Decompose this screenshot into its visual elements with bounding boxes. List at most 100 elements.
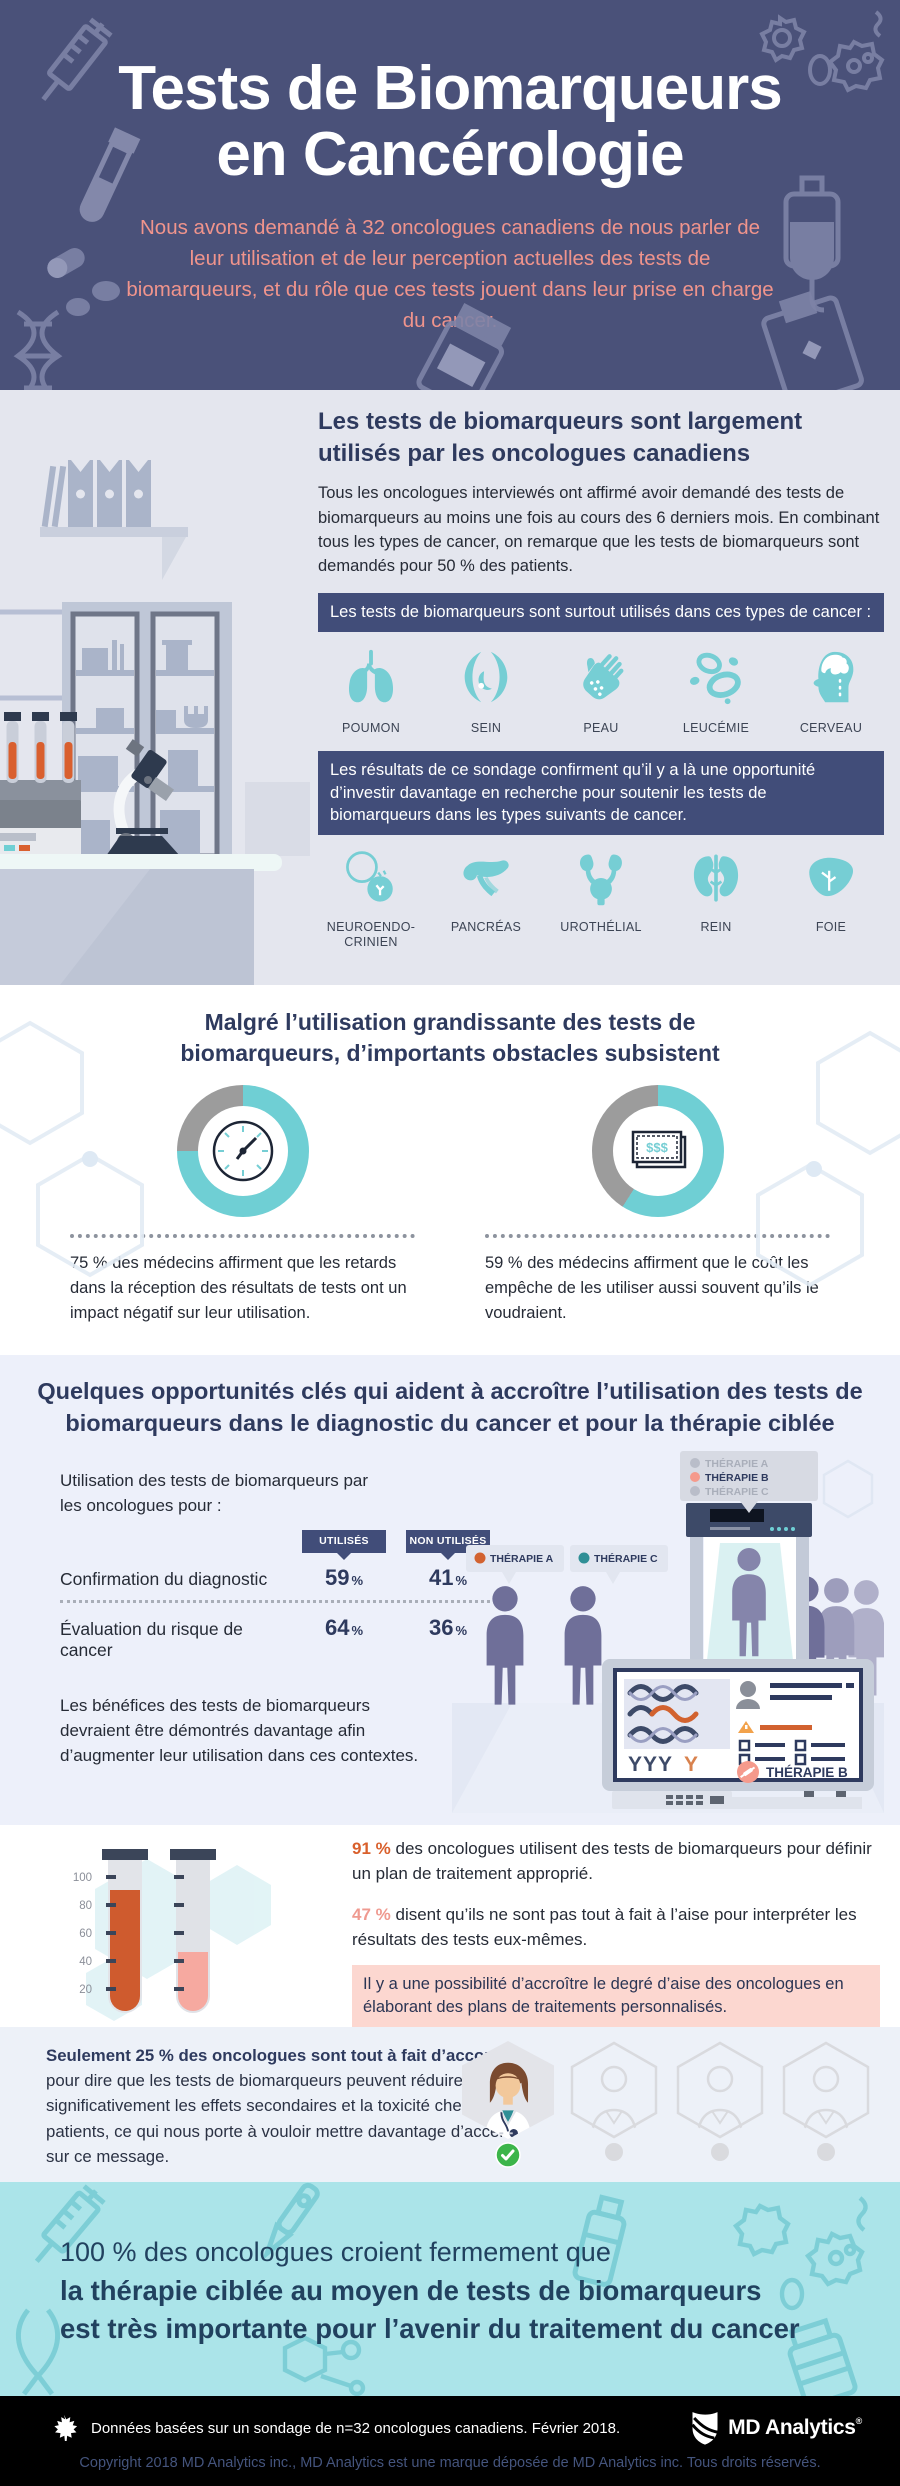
pancreas-icon (463, 860, 509, 896)
test-tube-icon (79, 127, 141, 222)
usage-body: Tous les oncologues interviewés ont affi… (318, 484, 880, 576)
doctor-outline-icon (570, 2041, 658, 2139)
hexagon-pattern-icon (756, 1030, 900, 1288)
page-subtitle: Nous avons demandé à 32 oncologues canad… (126, 216, 774, 332)
cancer-type: LEUCÉMIE (663, 646, 769, 737)
table-row: Évaluation du risque de cancer 64% 36% (60, 1615, 468, 1661)
cancer-type: UROTHÉLIAL (548, 849, 654, 951)
dotted-divider (485, 1234, 830, 1239)
cancer-type: FOIE (778, 849, 884, 951)
obstacles-heading: Malgré l’utilisation grandissante des te… (180, 1009, 720, 1067)
lab-illustration (0, 390, 310, 985)
cancer-types-main-row: POUMON SEIN PEAU LEUCÉMIE CERVEAU (318, 646, 884, 737)
cancer-type: NEUROENDO- CRINIEN (318, 849, 424, 951)
cancer-type-label: CERVEAU (799, 720, 863, 735)
ribbon-icon (15, 2308, 61, 2396)
dotted-divider (70, 1234, 415, 1239)
obstacle-cost-text: 59 % des médecins affirment que le coût … (485, 1254, 819, 1322)
donut-chart-59: $$$ (591, 1085, 724, 1218)
svg-text:60: 60 (79, 1928, 92, 1940)
obstacle-cost: $$$ 59 % des médecins affirment que le c… (485, 1085, 830, 1325)
usage-table: UTILISÉS NON UTILISÉS Confirmation du di… (60, 1530, 490, 1670)
doctor-outline-icon (676, 2041, 764, 2139)
breast-icon (464, 651, 508, 702)
skin-hand-icon (583, 653, 624, 700)
cancer-type-label: NEUROENDO- CRINIEN (326, 919, 416, 950)
svg-text:100: 100 (73, 1872, 92, 1884)
dna-icon (13, 309, 63, 390)
stat-47-value: 47 % (352, 1905, 391, 1925)
neuroendocrine-cell-icon (346, 850, 393, 902)
highlight-note: Il y a une possibilité d’accroître le de… (352, 1964, 880, 2028)
molecule-icon (282, 2335, 366, 2396)
svg-text:THÉRAPIE A: THÉRAPIE A (490, 1552, 554, 1565)
therapy-c-bubble: THÉRAPIE C (570, 1545, 668, 1584)
cancer-type-label: LEUCÉMIE (682, 720, 750, 735)
svg-text:YYY: YYY (628, 1753, 673, 1776)
doctor-neutral (778, 2041, 874, 2168)
svg-text:80: 80 (79, 1900, 92, 1912)
stat-47: 47 % disent qu’ils ne sont pas tout à fa… (352, 1905, 857, 1949)
opportunities-section: Quelques opportunités clés qui aident à … (0, 1355, 900, 1825)
page-title: Tests de Biomarqueurs en Cancérologie (0, 0, 900, 187)
scalpel-icon (261, 2182, 320, 2261)
kidney-icon (693, 854, 739, 902)
title-line1: Tests de Biomarqueurs (118, 54, 782, 123)
syringe-icon (41, 17, 113, 102)
graduated-tubes-chart: 100 80 60 40 20 (73, 1849, 271, 2021)
table-row: Confirmation du diagnostic 59% 41% (60, 1553, 490, 1604)
dot-icon (817, 2143, 835, 2161)
conclusion-line3: est très importante pour l’avenir du tra… (60, 2312, 800, 2344)
check-icon (495, 2142, 521, 2168)
microscope-icon (106, 739, 180, 856)
cancer-type: SEIN (433, 646, 539, 737)
scanner-illustration: THÉRAPIE A THÉRAPIE B THÉRAPIE C THÉRAPI… (452, 1451, 884, 1813)
therapy-panel: THÉRAPIE A THÉRAPIE B THÉRAPIE C (680, 1451, 818, 1513)
donut-chart-75 (176, 1085, 309, 1218)
cancer-type-label: PANCRÉAS (450, 919, 522, 934)
svg-text:THÉRAPIE B: THÉRAPIE B (705, 1471, 769, 1484)
conclusion-text: 100 % des oncologues croient fermement q… (60, 2234, 800, 2348)
md-analytics-shield-icon (691, 2412, 718, 2445)
obstacle-delays-text: 75 % des médecins affirment que les reta… (70, 1254, 407, 1322)
header-band: Tests de Biomarqueurs en Cancérologie Nou… (0, 0, 900, 390)
svg-text:THÉRAPIE A: THÉRAPIE A (705, 1457, 769, 1470)
doctor-ratio-graphic (460, 2041, 874, 2168)
hexagon-pattern-icon (0, 1020, 144, 1278)
agreement-text: Seulement 25 % des oncologues sont tout … (46, 2046, 514, 2166)
copyright: Copyright 2018 MD Analytics inc., MD Ana… (79, 2455, 821, 2471)
clock-gauge-icon (212, 1120, 273, 1182)
conclusion-line1: 100 % des oncologues croient fermement q… (60, 2237, 611, 2267)
cancer-type-label: UROTHÉLIAL (560, 919, 642, 934)
vial-icon (572, 2194, 627, 2287)
cells-icon (732, 2196, 868, 2311)
opportunities-heading: Quelques opportunités clés qui aident à … (37, 1378, 863, 1437)
svg-text:$$$: $$$ (646, 1140, 668, 1155)
cancer-type: PEAU (548, 646, 654, 737)
dot-icon (711, 2143, 729, 2161)
cancer-type-label: SEIN (470, 720, 502, 735)
svg-text:20: 20 (79, 1984, 92, 1996)
clipboard-icon (761, 291, 864, 390)
treatment-section: 100 80 60 40 20 91 % des oncologues util… (0, 1825, 900, 2028)
maple-leaf-icon (54, 2414, 78, 2441)
doctor-outline-icon (782, 2041, 870, 2139)
svg-text:THÉRAPIE B: THÉRAPIE B (766, 1765, 848, 1780)
svg-text:THÉRAPIE C: THÉRAPIE C (705, 1485, 769, 1498)
lungs-icon (348, 649, 394, 703)
column-header-used: UTILISÉS (302, 1530, 386, 1554)
therapy-a-bubble: THÉRAPIE A (466, 1545, 564, 1584)
brain-icon (813, 651, 854, 702)
money-bill-icon: $$$ (631, 1130, 686, 1169)
svg-text:40: 40 (79, 1956, 92, 1968)
title-line2: en Cancérologie (216, 119, 684, 189)
blood-cells-icon (689, 652, 741, 704)
cancer-type-label: REIN (700, 919, 732, 934)
dot-icon (605, 2143, 623, 2161)
footer: Données basées sur un sondage de n=32 on… (0, 2396, 900, 2486)
stat-91: 91 % des oncologues utilisent des tests … (352, 1839, 872, 1883)
usage-banner-1: Les tests de biomarqueurs sont surtout u… (318, 593, 884, 632)
results-monitor: YYY Y THÉRAPIE B (602, 1659, 874, 1803)
cancer-type: POUMON (318, 646, 424, 737)
